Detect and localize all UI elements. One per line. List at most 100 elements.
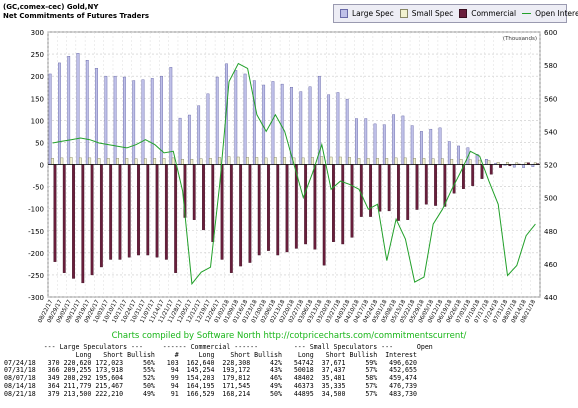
bar-commercial: [313, 164, 317, 250]
right-tick-label: 480: [544, 228, 557, 236]
bar-commercial: [62, 164, 66, 273]
bar-large-spec: [122, 76, 126, 165]
table-cell: 103: [154, 358, 179, 367]
table-cell: 43%: [250, 366, 282, 375]
bar-large-spec: [76, 53, 80, 165]
table-cell: 228,308: [214, 358, 251, 367]
bar-large-spec: [252, 80, 256, 165]
bar-commercial: [137, 164, 140, 256]
bar-large-spec: [401, 115, 405, 165]
bar-small-spec: [348, 157, 352, 165]
table-row: 08/21/18 379 213,500 222,210 49% 91 166,…: [4, 389, 433, 399]
bar-large-spec: [438, 127, 442, 165]
bar-large-spec: [373, 123, 377, 165]
table-cell: ------ Commercial ------: [162, 343, 294, 351]
bar-small-spec: [394, 157, 398, 165]
bar-small-spec: [134, 158, 138, 165]
legend-label-open-interest: Open Interest: [535, 9, 578, 18]
bar-commercial: [378, 164, 382, 212]
table-cell: 171,545: [214, 381, 251, 390]
table-cell: 57%: [345, 389, 378, 398]
bar-large-spec: [178, 117, 182, 165]
bar-small-spec: [301, 157, 305, 165]
bar-large-spec: [336, 92, 340, 165]
bar-small-spec: [181, 158, 184, 165]
bar-small-spec: [478, 159, 481, 165]
legend-label-commercial: Commercial: [471, 9, 517, 18]
bar-large-spec: [382, 124, 386, 165]
table-cell: 459,474: [377, 374, 417, 383]
bar-commercial: [257, 164, 261, 256]
chart-title: (GC,comex-cec) Gold,NY Net Commitments o…: [3, 3, 149, 21]
bar-commercial: [53, 164, 57, 262]
table-cell: 48402: [281, 374, 314, 383]
bar-commercial: [155, 164, 159, 258]
table-cell: 349: [43, 374, 60, 383]
bar-large-spec: [187, 114, 191, 165]
table-cell: 35,335: [313, 381, 346, 390]
table-cell: 42%: [250, 358, 282, 367]
bar-commercial: [229, 164, 233, 273]
table-cell: Bullish: [250, 350, 282, 359]
bar-commercial: [276, 164, 280, 256]
bar-small-spec: [51, 158, 54, 165]
table-cell: 58%: [345, 374, 378, 383]
bar-small-spec: [366, 158, 370, 165]
table-cell: 215,467: [91, 381, 124, 390]
bar-commercial: [285, 164, 289, 253]
bar-large-spec: [420, 131, 423, 165]
bar-large-spec: [299, 91, 303, 165]
table-cell: 56%: [123, 358, 155, 367]
right-tick-label: 460: [544, 261, 557, 269]
bar-large-spec: [85, 60, 89, 165]
right-tick-label: 440: [544, 294, 557, 302]
legend-label-large-spec: Large Spec: [352, 9, 394, 18]
left-tick-label: 300: [31, 29, 44, 37]
table-cell: 172,023: [91, 358, 124, 367]
bar-large-spec: [271, 81, 275, 165]
table-cell: 50018: [281, 366, 314, 375]
data-table: --- Large Speculators --- ------ Commerc…: [4, 343, 433, 399]
right-tick-label: 540: [544, 128, 557, 136]
bar-commercial: [90, 164, 94, 276]
table-cell: #: [154, 350, 179, 359]
table-cell: Short: [313, 350, 346, 359]
bar-small-spec: [357, 158, 361, 165]
line-open-interest: [52, 62, 536, 286]
bar-large-spec: [522, 164, 525, 168]
legend: Large Spec Small Spec Commercial Open In…: [333, 4, 578, 23]
bar-commercial: [220, 164, 224, 260]
bar-large-spec: [197, 105, 201, 165]
bar-small-spec: [153, 158, 157, 165]
bar-small-spec: [190, 158, 194, 165]
bar-small-spec: [162, 158, 166, 165]
legend-swatch-large-spec: [340, 9, 348, 18]
left-tick-label: 100: [31, 117, 44, 125]
table-cell: 07/31/18: [4, 366, 44, 375]
chart-plot: 300250200150100500-50-100-150-200-250-30…: [28, 29, 557, 324]
table-cell: 54742: [281, 358, 314, 367]
table-cell: 94: [154, 381, 179, 390]
title-line1: (GC,comex-cec) Gold,NY: [3, 3, 99, 11]
bar-commercial: [164, 164, 168, 260]
table-cell: Short: [214, 350, 251, 359]
bar-small-spec: [199, 158, 203, 165]
bar-small-spec: [376, 158, 379, 165]
table-cell: --- Small Speculators ---: [293, 343, 401, 351]
bar-small-spec: [218, 157, 222, 165]
left-tick-label: 0: [40, 162, 44, 170]
table-cell: 195,604: [91, 374, 124, 383]
table-cell: 08/07/18: [4, 374, 44, 383]
bar-small-spec: [255, 157, 259, 165]
table-cell: 57%: [345, 366, 378, 375]
table-cell: 168,214: [214, 389, 251, 398]
table-cell: 46%: [250, 374, 282, 383]
table-cell: 07/24/18: [4, 358, 44, 367]
bar-small-spec: [264, 157, 268, 165]
table-cell: --- Large Speculators ---: [43, 343, 163, 351]
bar-small-spec: [385, 158, 389, 165]
bar-commercial: [434, 164, 437, 206]
bar-small-spec: [441, 158, 444, 165]
bar-commercial: [406, 164, 410, 220]
table-cell: Long: [281, 350, 314, 359]
